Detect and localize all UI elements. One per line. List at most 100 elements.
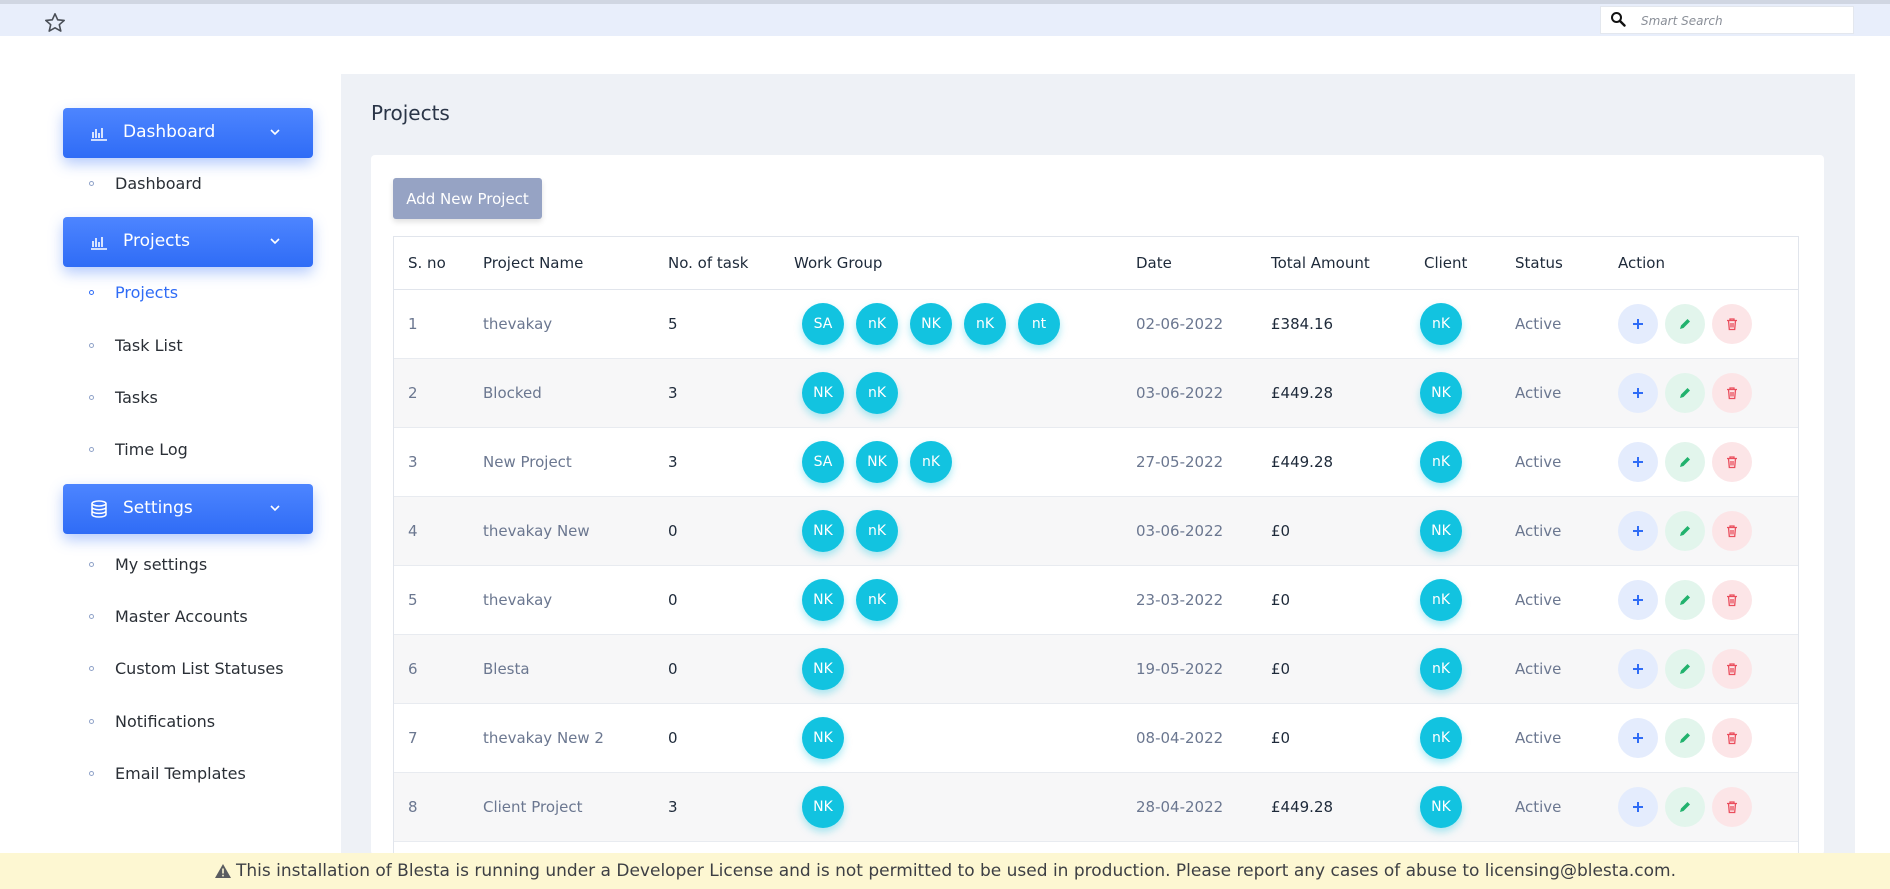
bullet-icon <box>89 561 94 567</box>
cell-task-count: 3 <box>654 772 780 842</box>
cell-project-name[interactable]: thevakay <box>469 289 654 359</box>
trash-icon <box>1727 663 1737 676</box>
delete-project-button[interactable] <box>1712 511 1752 551</box>
add-new-project-button[interactable]: Add New Project <box>393 178 542 219</box>
delete-project-button[interactable] <box>1712 304 1752 344</box>
avatar[interactable]: NK <box>802 648 844 690</box>
cell-project-name[interactable]: New Project <box>469 427 654 497</box>
cell-client: NK <box>1410 496 1501 566</box>
cell-work-group: NK nK <box>780 496 1122 566</box>
avatar[interactable]: NK <box>802 510 844 552</box>
avatar[interactable]: NK <box>802 717 844 759</box>
add-task-button[interactable] <box>1618 580 1658 620</box>
delete-project-button[interactable] <box>1712 373 1752 413</box>
edit-project-button[interactable] <box>1665 649 1705 689</box>
plus-icon <box>1633 733 1643 743</box>
star-icon[interactable] <box>43 11 67 35</box>
cell-total-amount: £0 <box>1257 496 1410 566</box>
client-avatar[interactable]: nK <box>1420 441 1462 483</box>
search-icon[interactable] <box>1610 11 1626 27</box>
bar-chart-icon <box>91 128 107 141</box>
edit-project-button[interactable] <box>1665 373 1705 413</box>
avatar[interactable]: NK <box>802 786 844 828</box>
avatar[interactable]: NK <box>856 441 898 483</box>
avatar[interactable]: nK <box>856 579 898 621</box>
client-avatar[interactable]: NK <box>1420 372 1462 414</box>
column-header: Date <box>1122 237 1257 290</box>
add-task-button[interactable] <box>1618 787 1658 827</box>
sidebar-item-projects[interactable]: Projects <box>89 280 178 304</box>
add-task-button[interactable] <box>1618 304 1658 344</box>
avatar[interactable]: NK <box>802 579 844 621</box>
sidebar-item-dashboard[interactable]: Dashboard <box>89 171 202 195</box>
plus-icon <box>1633 457 1643 467</box>
add-task-button[interactable] <box>1618 718 1658 758</box>
client-avatar[interactable]: NK <box>1420 786 1462 828</box>
chevron-down-icon <box>270 505 280 512</box>
edit-project-button[interactable] <box>1665 580 1705 620</box>
cell-sno: 8 <box>394 772 469 842</box>
sidebar-item-tasks[interactable]: Tasks <box>89 385 158 409</box>
client-avatar[interactable]: NK <box>1420 510 1462 552</box>
cell-actions <box>1604 496 1798 566</box>
smart-search <box>1600 6 1854 34</box>
client-avatar[interactable]: nK <box>1420 303 1462 345</box>
cell-project-name[interactable]: thevakay New <box>469 496 654 566</box>
plus-icon <box>1633 664 1643 674</box>
nav-dashboard-button[interactable]: Dashboard <box>63 108 313 158</box>
cell-project-name[interactable]: Blesta <box>469 634 654 704</box>
cell-project-name[interactable]: Blocked <box>469 358 654 428</box>
delete-project-button[interactable] <box>1712 442 1752 482</box>
add-task-button[interactable] <box>1618 649 1658 689</box>
avatar[interactable]: SA <box>802 303 844 345</box>
cell-project-name[interactable]: thevakay New 2 <box>469 703 654 773</box>
delete-project-button[interactable] <box>1712 718 1752 758</box>
cell-project-name[interactable]: Client Project <box>469 772 654 842</box>
sidebar-item-task-list[interactable]: Task List <box>89 333 183 357</box>
edit-project-button[interactable] <box>1665 304 1705 344</box>
avatar[interactable]: nK <box>856 303 898 345</box>
edit-project-button[interactable] <box>1665 442 1705 482</box>
add-task-button[interactable] <box>1618 373 1658 413</box>
delete-project-button[interactable] <box>1712 649 1752 689</box>
bullet-icon <box>89 665 94 671</box>
sidebar-item-custom-list-statuses[interactable]: Custom List Statuses <box>89 656 284 680</box>
edit-project-button[interactable] <box>1665 511 1705 551</box>
avatar[interactable]: nK <box>856 372 898 414</box>
main-content: Projects Add New Project S. no Project N… <box>341 74 1855 856</box>
add-task-button[interactable] <box>1618 511 1658 551</box>
delete-project-button[interactable] <box>1712 787 1752 827</box>
sidebar-item-master-accounts[interactable]: Master Accounts <box>89 604 248 628</box>
edit-project-button[interactable] <box>1665 787 1705 827</box>
sidebar-item-email-templates[interactable]: Email Templates <box>89 761 246 785</box>
cell-total-amount: £0 <box>1257 634 1410 704</box>
nav-projects-button[interactable]: Projects <box>63 217 313 267</box>
avatar[interactable]: nK <box>856 510 898 552</box>
client-avatar[interactable]: nK <box>1420 648 1462 690</box>
nav-settings-button[interactable]: Settings <box>63 484 313 534</box>
delete-project-button[interactable] <box>1712 580 1752 620</box>
avatar[interactable]: nK <box>910 441 952 483</box>
pencil-icon <box>1680 457 1690 467</box>
avatar[interactable]: nK <box>964 303 1006 345</box>
table-row: 4 thevakay New 0 NK nK 03-06-2022 £0 NK Active <box>394 496 1798 566</box>
client-avatar[interactable]: nK <box>1420 717 1462 759</box>
cell-total-amount: £449.28 <box>1257 427 1410 497</box>
bullet-icon <box>89 180 94 186</box>
edit-project-button[interactable] <box>1665 718 1705 758</box>
add-task-button[interactable] <box>1618 442 1658 482</box>
cell-actions <box>1604 634 1798 704</box>
nav-label: Projects <box>123 231 191 251</box>
cell-project-name[interactable]: thevakay <box>469 565 654 635</box>
avatar[interactable]: SA <box>802 441 844 483</box>
avatar[interactable]: NK <box>910 303 952 345</box>
cell-total-amount: £384.16 <box>1257 289 1410 359</box>
search-input[interactable] <box>1639 9 1843 33</box>
sidebar-item-notifications[interactable]: Notifications <box>89 709 215 733</box>
avatar[interactable]: NK <box>802 372 844 414</box>
sidebar-item-my-settings[interactable]: My settings <box>89 552 207 576</box>
client-avatar[interactable]: nK <box>1420 579 1462 621</box>
avatar[interactable]: nt <box>1018 303 1060 345</box>
cell-sno: 2 <box>394 358 469 428</box>
sidebar-item-time-log[interactable]: Time Log <box>89 437 188 461</box>
